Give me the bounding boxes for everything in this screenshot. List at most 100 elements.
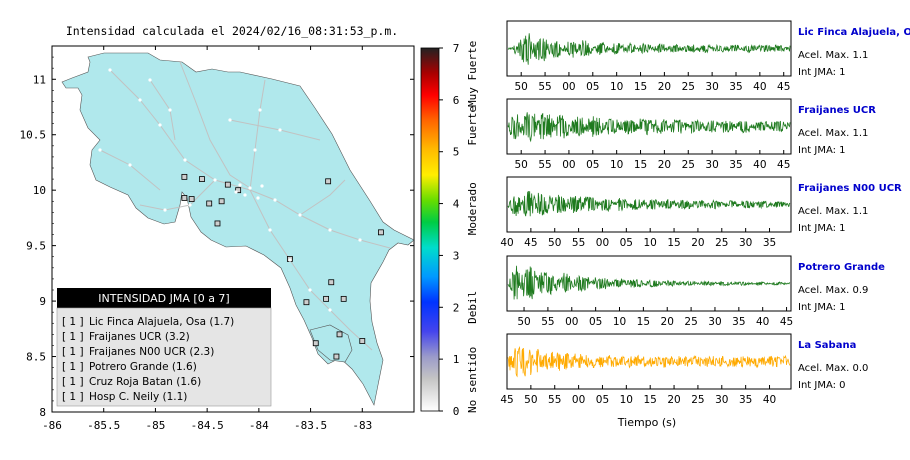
station-marker [235, 187, 242, 194]
seismogram-trace [507, 265, 791, 300]
seismogram-tick-label: 55 [548, 394, 561, 406]
legend-station-name: Hosp C. Neily (1.1) [89, 391, 187, 403]
seismogram-max-accel: Acel. Max. 1.1 [798, 206, 868, 217]
colorbar-tick-label: 3 [453, 249, 460, 262]
costa-rica-land [61, 52, 414, 406]
intensity-legend: INTENSIDAD JMA [0 a 7] [ 1 ] Lic Finca Al… [56, 288, 272, 407]
seismogram-jma-intensity: Int JMA: 1 [798, 302, 846, 313]
city-dot [168, 108, 172, 112]
seismogram-tick-label: 00 [596, 237, 609, 249]
station-marker [359, 338, 366, 344]
seismogram-tick-label: 40 [753, 159, 766, 171]
city-dot [183, 158, 187, 162]
seismogram-tick-label: 05 [596, 394, 609, 406]
legend-station-name: Lic Finca Alajuela, Osa (1.7) [89, 316, 234, 328]
city-dot [328, 308, 332, 312]
longitude-tick-labels: -86 -85.5 -85 -84.5 -84 -83.5 -83 [42, 46, 372, 432]
seismogram-jma-intensity: Int JMA: 0 [798, 380, 846, 391]
seismogram-tick-label: 15 [634, 159, 647, 171]
seismogram-max-accel: Acel. Max. 0.0 [798, 363, 868, 374]
city-dot [288, 258, 292, 262]
seismogram-station-name: La Sabana [798, 340, 856, 351]
seismogram-tick-label: 05 [620, 237, 633, 249]
seismogram-station-name: Potrero Grande [798, 262, 885, 273]
legend-badge: [ 1 ] [62, 361, 84, 373]
colorbar-tick-label: 7 [453, 42, 460, 55]
city-dot [253, 148, 257, 152]
station-marker [323, 295, 329, 302]
seismogram-max-accel: Acel. Max. 1.1 [798, 128, 868, 139]
seismogram-station-name: Fraijanes UCR [798, 105, 876, 116]
legend-title: INTENSIDAD JMA [0 a 7] [98, 292, 229, 305]
seismogram-tick-label: 20 [661, 316, 674, 328]
city-dot [138, 98, 142, 102]
lon-tick-label: -86 [42, 419, 62, 432]
station-marker [325, 178, 332, 185]
seismogram-tick-label: 05 [586, 159, 599, 171]
seismogram-panel: 50 55 00 05 10 15 20 25 30 35 40 45 Fraijanes UCR Ace… [506, 98, 876, 171]
colorbar-tick-label: 6 [453, 94, 460, 107]
seismogram-panels: 50 55 00 05 10 15 20 25 30 35 40 45 Lic Finca Alajue… [500, 20, 910, 406]
colorbar-gradient [420, 47, 440, 412]
seismogram-panel: 40 45 50 55 00 05 10 15 20 25 30 35 Fraijanes N00 UC… [500, 176, 902, 249]
seismogram-max-accel: Acel. Max. 0.9 [798, 285, 868, 296]
city-dot [273, 198, 277, 202]
city-dot [163, 208, 167, 212]
seismogram-tick-label: 20 [658, 159, 671, 171]
legend-badge: [ 1 ] [62, 331, 84, 343]
colorbar-tick-label: 5 [453, 146, 460, 159]
station-marker [188, 196, 195, 202]
seismogram-tick-label: 20 [667, 394, 680, 406]
lat-tick-label: 11 [33, 73, 46, 86]
station-marker [303, 299, 310, 306]
seismogram-tick-label: 45 [777, 81, 790, 93]
seismogram-tick-label: 55 [541, 316, 554, 328]
lon-tick-label: -84.5 [191, 419, 224, 432]
city-dot [248, 186, 252, 190]
city-dot [260, 184, 264, 188]
station-marker [181, 173, 188, 180]
station-marker [181, 195, 188, 201]
colorbar-category-label: No sentido [466, 347, 479, 413]
seismogram-tick-label: 10 [613, 316, 626, 328]
city-dot [148, 78, 152, 82]
seismogram-tick-label: 50 [524, 394, 537, 406]
seismogram-panel: 50 55 00 05 10 15 20 25 30 35 40 45 Potrero Grande Ac… [506, 255, 885, 328]
city-dots [98, 68, 362, 312]
seismogram-station-name: Lic Finca Alajuela, Osa [798, 27, 910, 38]
seismogram-tick-label: 25 [682, 159, 695, 171]
lat-tick-label: 8 [39, 406, 46, 419]
seismogram-tick-label: 25 [715, 237, 728, 249]
seismogram-tick-label: 00 [562, 81, 575, 93]
city-dot [188, 203, 192, 207]
seismogram-tick-label: 55 [538, 159, 551, 171]
legend-station-name: Cruz Roja Batan (1.6) [89, 376, 201, 388]
city-dot [213, 178, 217, 182]
station-marker [312, 340, 319, 347]
seismogram-panel: 45 50 55 00 05 10 15 20 25 30 35 40 La Sabana Acel. M… [500, 333, 868, 406]
seismogram-jma-intensity: Int JMA: 1 [798, 67, 846, 78]
legend-badge: [ 1 ] [62, 391, 84, 403]
legend-station-name: Potrero Grande (1.6) [89, 361, 197, 373]
city-dot [243, 193, 247, 197]
legend-badge: [ 1 ] [62, 376, 84, 388]
lon-tick-label: -84 [249, 419, 269, 432]
station-marker [218, 198, 225, 205]
city-dot [234, 190, 238, 194]
seismogram-tick-label: 20 [658, 81, 671, 93]
seismogram-trace [507, 345, 791, 378]
seismogram-tick-label: 20 [691, 237, 704, 249]
city-dot [108, 68, 112, 72]
lon-tick-label: -83.5 [294, 419, 327, 432]
seismogram-tick-label: 15 [667, 237, 680, 249]
seismogram-jma-intensity: Int JMA: 1 [798, 145, 846, 156]
seismogram-tick-label: 50 [548, 237, 561, 249]
colorbar-tick-label: 0 [453, 405, 460, 418]
seismogram-tick-label: 25 [684, 316, 697, 328]
lon-tick-label: -85.5 [87, 419, 120, 432]
seismogram-tick-label: 15 [634, 81, 647, 93]
lon-tick-label: -85 [145, 419, 165, 432]
city-dot [258, 108, 262, 112]
city-dot [268, 228, 272, 232]
